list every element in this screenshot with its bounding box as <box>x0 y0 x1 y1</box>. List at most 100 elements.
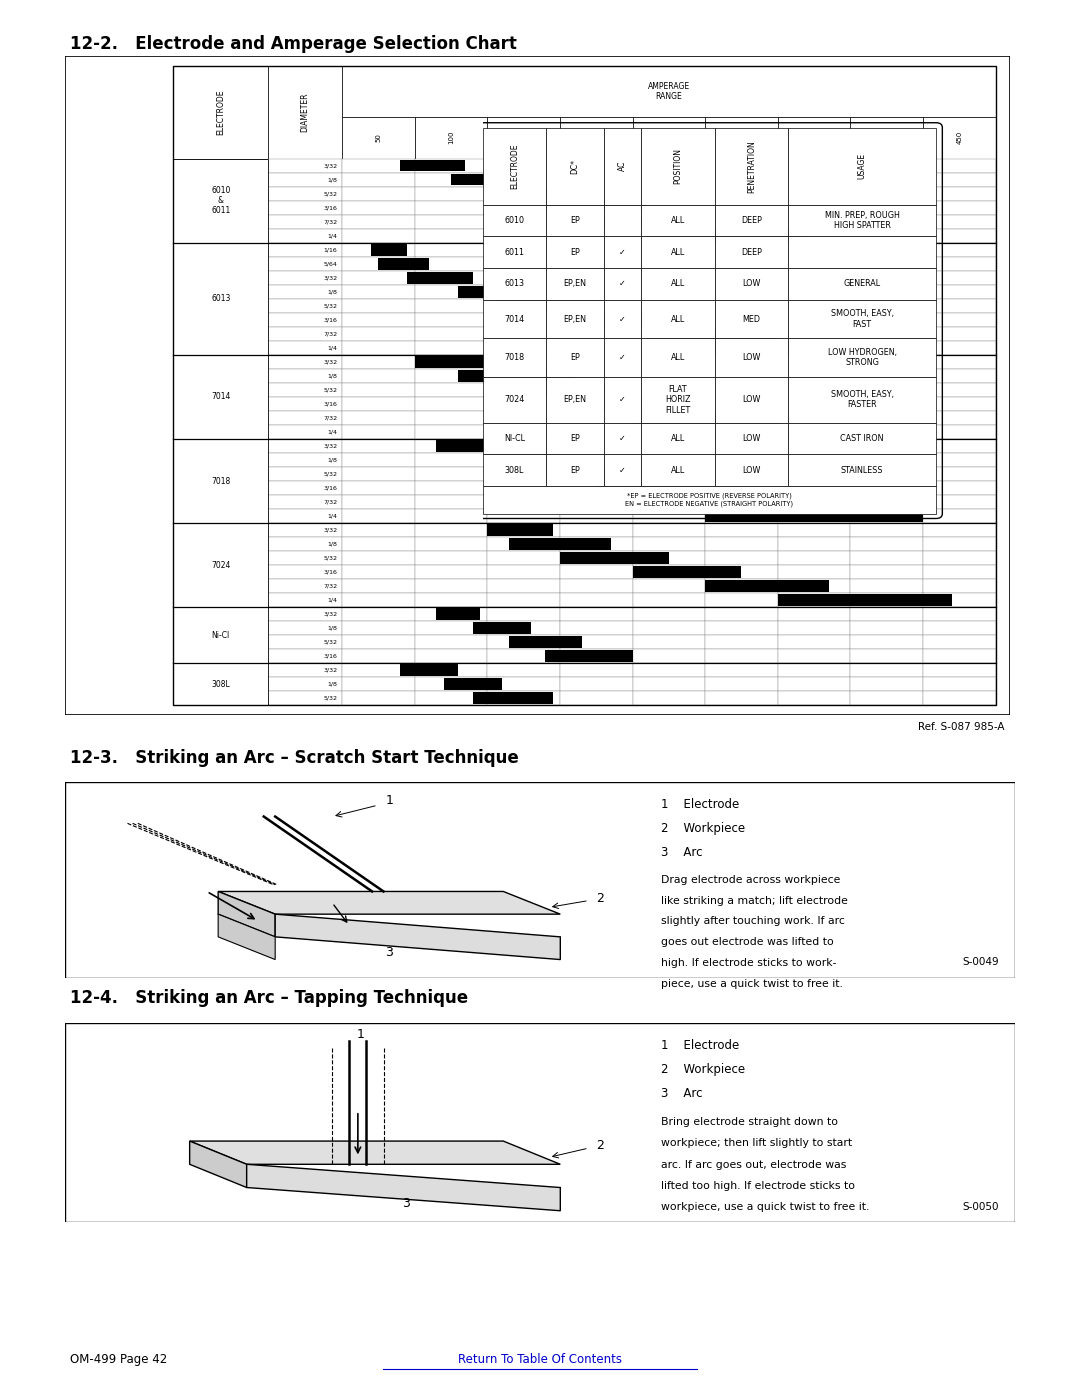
Text: 2: 2 <box>596 1139 604 1153</box>
Bar <box>923 678 996 692</box>
Bar <box>342 495 415 509</box>
Text: Return To Table Of Contents: Return To Table Of Contents <box>458 1354 622 1366</box>
Bar <box>633 425 705 439</box>
Bar <box>788 422 936 454</box>
Bar <box>559 201 633 215</box>
Bar <box>923 158 996 173</box>
Text: 2    Workpiece: 2 Workpiece <box>661 1063 745 1076</box>
Bar <box>268 355 342 369</box>
Bar <box>487 243 559 257</box>
Bar <box>559 552 669 564</box>
Bar <box>923 285 996 299</box>
Bar <box>415 229 487 243</box>
Text: 300: 300 <box>739 131 744 144</box>
Bar <box>633 566 742 578</box>
Text: 1/4: 1/4 <box>327 514 337 518</box>
Bar <box>559 187 633 201</box>
Bar <box>268 341 342 355</box>
Text: 12-2.   Electrode and Amperage Selection Chart: 12-2. Electrode and Amperage Selection C… <box>70 35 517 53</box>
Bar <box>436 608 480 620</box>
Text: 2: 2 <box>596 891 604 905</box>
Text: NI-CL: NI-CL <box>504 434 525 443</box>
Text: 3/32: 3/32 <box>323 163 337 168</box>
Polygon shape <box>218 914 275 960</box>
Text: FLAT
HORIZ
FILLET: FLAT HORIZ FILLET <box>665 386 690 415</box>
Text: 7/32: 7/32 <box>323 331 337 337</box>
Bar <box>487 580 559 594</box>
Bar <box>633 580 705 594</box>
Bar <box>923 411 996 425</box>
Bar <box>174 66 996 705</box>
Bar <box>268 495 342 509</box>
Bar <box>378 258 429 270</box>
Bar <box>778 650 850 664</box>
Bar <box>487 201 559 215</box>
Text: EP: EP <box>570 217 580 225</box>
Bar <box>458 286 531 298</box>
Bar <box>923 481 996 495</box>
Text: ✓: ✓ <box>619 353 625 362</box>
Bar <box>502 384 633 395</box>
Bar <box>415 355 487 369</box>
Bar <box>788 300 936 338</box>
Bar <box>559 608 633 622</box>
Bar <box>923 201 996 215</box>
Bar <box>415 439 487 453</box>
Text: ALL: ALL <box>671 353 685 362</box>
Bar <box>850 622 923 636</box>
Text: ✓: ✓ <box>619 314 625 324</box>
Text: 1: 1 <box>386 793 393 807</box>
Text: ALL: ALL <box>671 434 685 443</box>
Bar <box>559 313 633 327</box>
Bar <box>778 594 850 608</box>
Bar <box>268 522 342 536</box>
Bar <box>487 397 559 411</box>
Bar <box>788 268 936 300</box>
Bar <box>268 243 342 257</box>
Bar <box>923 341 996 355</box>
Bar <box>342 397 415 411</box>
Bar <box>850 341 923 355</box>
Text: 1/8: 1/8 <box>327 626 337 631</box>
Bar <box>487 299 559 313</box>
Bar <box>559 425 633 439</box>
Bar <box>415 425 487 439</box>
Text: 1/8: 1/8 <box>327 289 337 295</box>
Bar <box>487 327 559 341</box>
Bar <box>705 664 778 678</box>
Text: 7/32: 7/32 <box>323 415 337 420</box>
Bar <box>487 552 559 566</box>
Bar <box>342 257 415 271</box>
Bar <box>268 664 342 678</box>
Text: 7024: 7024 <box>211 560 230 570</box>
Bar <box>342 271 415 285</box>
Bar <box>415 552 487 566</box>
Bar <box>342 552 415 566</box>
Bar <box>633 397 705 411</box>
Bar <box>923 594 996 608</box>
Bar <box>559 439 633 453</box>
Text: 12-3.   Striking an Arc – Scratch Start Technique: 12-3. Striking an Arc – Scratch Start Te… <box>70 749 519 767</box>
Text: arc. If arc goes out, electrode was: arc. If arc goes out, electrode was <box>661 1160 847 1169</box>
Bar <box>633 257 705 271</box>
Bar <box>633 285 705 299</box>
Text: ALL: ALL <box>671 217 685 225</box>
Bar <box>487 636 559 650</box>
Text: like striking a match; lift electrode: like striking a match; lift electrode <box>661 895 848 905</box>
Bar <box>923 355 996 369</box>
Text: POSITION: POSITION <box>673 148 683 184</box>
Bar <box>268 271 342 285</box>
Bar <box>473 693 553 704</box>
Bar <box>342 692 415 705</box>
Bar <box>850 215 923 229</box>
Bar <box>487 285 559 299</box>
Bar <box>778 481 850 495</box>
Bar <box>268 608 342 622</box>
Bar <box>174 158 268 243</box>
Bar <box>268 552 342 566</box>
Bar <box>778 636 850 650</box>
Bar <box>850 187 923 201</box>
Bar <box>268 187 342 201</box>
Text: 1: 1 <box>356 1028 365 1041</box>
Bar <box>415 594 487 608</box>
